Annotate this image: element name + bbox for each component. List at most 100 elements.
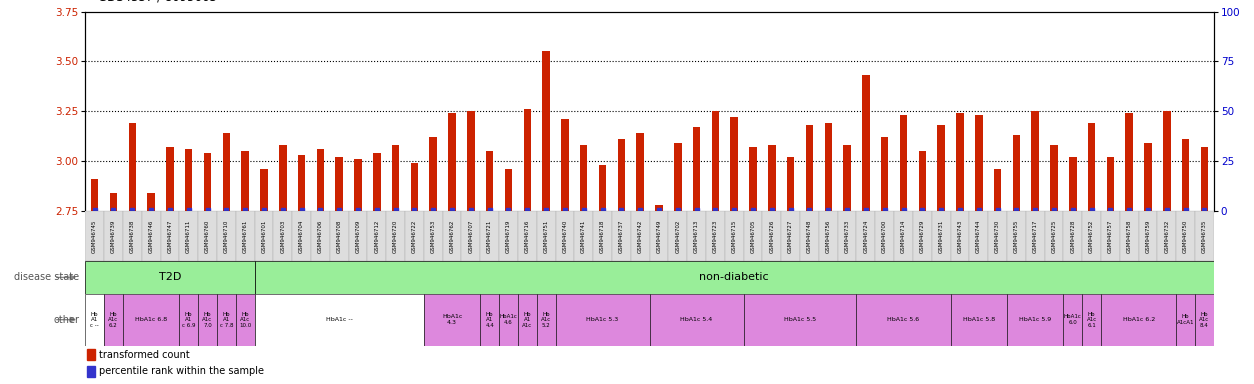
Text: HbA1c
6.0: HbA1c 6.0 [1063,314,1082,325]
Text: GSM946753: GSM946753 [431,220,435,253]
Bar [1195,211,1214,261]
Bar [386,211,405,261]
Text: disease state: disease state [14,272,79,283]
Text: Hb
A1c
10.0: Hb A1c 10.0 [240,312,251,328]
Bar [461,211,480,261]
Text: GSM946733: GSM946733 [845,220,849,253]
Bar [223,133,231,211]
Text: GSM946737: GSM946737 [619,220,623,253]
Bar [788,157,795,211]
Bar [236,211,255,261]
Text: GSM946730: GSM946730 [996,220,999,253]
Bar [957,113,964,211]
Bar [1007,211,1026,261]
Text: GSM946705: GSM946705 [751,220,755,253]
Text: GSM946725: GSM946725 [1052,220,1056,253]
Text: GSM946709: GSM946709 [356,220,360,253]
Bar [581,145,588,211]
Text: GSM946747: GSM946747 [168,220,172,253]
Bar [1107,157,1115,211]
Text: GSM946707: GSM946707 [469,220,473,253]
Text: GDS4337 / 8095663: GDS4337 / 8095663 [98,0,217,4]
Bar [537,294,556,346]
Text: GSM946715: GSM946715 [732,220,736,253]
Bar [336,157,344,211]
Text: Hb
A1
A1c: Hb A1 A1c [522,312,533,328]
Bar [424,211,443,261]
Text: GSM946717: GSM946717 [1033,220,1037,253]
Bar [273,211,292,261]
Text: GSM946728: GSM946728 [1071,220,1075,253]
Bar [186,149,193,211]
Text: GSM946748: GSM946748 [808,220,811,253]
Text: GSM946706: GSM946706 [319,220,322,253]
Text: GSM946745: GSM946745 [93,220,97,253]
Bar [1101,294,1176,346]
Bar [1082,211,1101,261]
Text: GSM946760: GSM946760 [206,220,209,253]
Bar [712,111,720,211]
Bar [405,211,424,261]
Text: GSM946704: GSM946704 [300,220,303,253]
Bar [236,294,255,346]
Text: GSM946723: GSM946723 [714,220,717,253]
Bar [1063,211,1082,261]
Text: HbA1c 5.5: HbA1c 5.5 [784,317,816,322]
Text: GSM946738: GSM946738 [130,220,134,253]
Bar [725,211,744,261]
Bar [1145,143,1151,211]
Text: GSM946743: GSM946743 [958,220,962,253]
Bar [631,211,650,261]
Bar [1045,211,1063,261]
Text: Hb
A1
4.4: Hb A1 4.4 [485,312,494,328]
Text: GSM946708: GSM946708 [337,220,341,253]
Bar [919,151,927,211]
Bar [969,211,988,261]
Bar [1183,139,1190,211]
Bar [781,211,800,261]
Bar [161,211,179,261]
Bar [255,261,1214,294]
Text: GSM946759: GSM946759 [1146,220,1150,253]
Text: GSM946758: GSM946758 [1127,220,1131,253]
Bar [762,211,781,261]
Text: GSM946739: GSM946739 [112,220,115,253]
Bar [1007,294,1063,346]
Text: Hb
A1c
6.1: Hb A1c 6.1 [1086,312,1097,328]
Text: HbA1c 5.8: HbA1c 5.8 [963,317,994,322]
Bar [1176,211,1195,261]
Bar [1195,294,1214,346]
Bar [499,294,518,346]
Bar [167,147,173,211]
Bar [430,137,438,211]
Bar [198,211,217,261]
Text: non-diabetic: non-diabetic [700,272,769,283]
Bar [875,211,894,261]
Text: transformed count: transformed count [99,349,191,359]
Text: HbA1c
4.3: HbA1c 4.3 [441,314,463,325]
Bar [317,149,325,211]
Text: Hb
A1
c 7.8: Hb A1 c 7.8 [219,312,233,328]
Bar [706,211,725,261]
Text: GSM946726: GSM946726 [770,220,774,253]
Text: Hb
A1c
7.0: Hb A1c 7.0 [202,312,213,328]
Bar [574,211,593,261]
Bar [994,169,1002,211]
Bar [1139,211,1157,261]
Bar [179,294,198,346]
Text: GSM946744: GSM946744 [977,220,981,253]
Bar [819,211,838,261]
Text: GSM946757: GSM946757 [1109,220,1112,253]
Text: GSM946721: GSM946721 [488,220,492,253]
Bar [92,179,98,211]
Bar [129,123,137,211]
Bar [393,145,400,211]
Bar [825,123,833,211]
Bar [480,294,499,346]
Bar [844,145,851,211]
Bar [179,211,198,261]
Bar [505,169,513,211]
Text: GSM946742: GSM946742 [638,220,642,253]
Text: GSM946701: GSM946701 [262,220,266,253]
Text: percentile rank within the sample: percentile rank within the sample [99,366,265,376]
